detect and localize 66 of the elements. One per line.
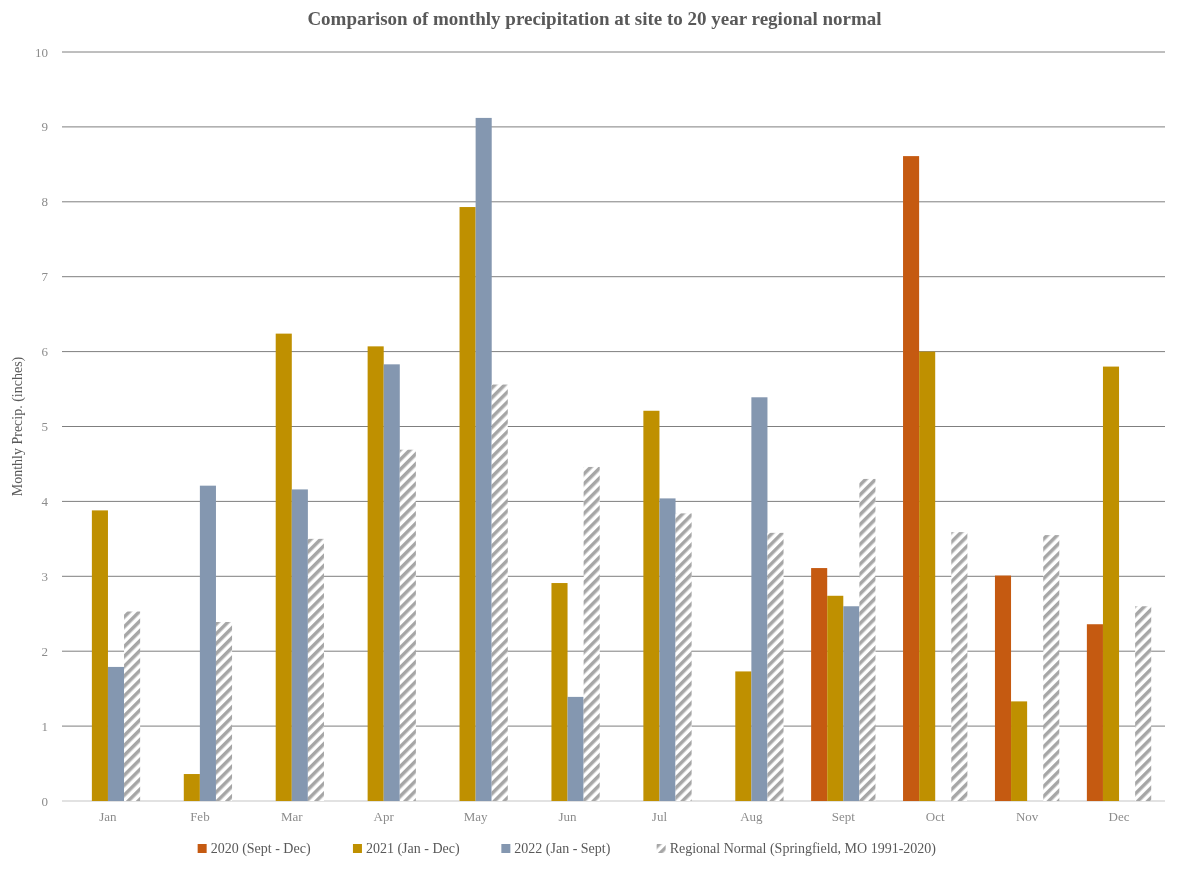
legend-label: 2020 (Sept - Dec) [210,841,311,858]
y-tick-label: 8 [41,194,48,210]
chart-title: Comparison of monthly precipitation at site to 20 year regional normal [307,8,882,29]
x-tick-label: Dec [1108,809,1130,824]
y-tick-label: 4 [41,493,49,509]
bar [124,611,141,801]
bar [903,156,920,801]
bar [643,410,660,801]
bar [859,478,876,801]
bar [659,498,676,801]
bar [1102,366,1120,801]
bar [491,384,508,801]
x-tick-label: Jul [651,809,668,824]
bar [551,583,568,801]
bar [183,774,200,801]
x-tick-label: Jun [558,809,578,824]
x-tick-label: Mar [280,809,304,824]
y-tick-label: 0 [41,793,48,809]
legend-label: 2022 (Jan - Sept) [514,841,611,858]
bar [735,671,752,801]
bar [811,568,828,801]
bar [399,449,416,801]
bar [951,532,968,801]
bar [475,117,492,801]
bar [307,538,324,801]
bar [1043,535,1060,801]
bar [1011,701,1028,801]
y-tick-label: 10 [35,44,48,60]
bar [367,346,384,801]
x-tick-label: Nov [1015,809,1039,824]
bar [199,485,216,801]
y-tick-label: 9 [41,119,48,135]
bar [383,364,400,801]
legend-label: 2021 (Jan - Dec) [365,841,460,858]
x-tick-label: Apr [373,809,395,824]
bar [459,207,476,801]
bar [1086,624,1103,801]
y-tick-label: 7 [41,269,49,285]
bar [1135,606,1152,801]
y-tick-label: 2 [41,643,48,659]
bar [827,595,844,801]
bar [91,510,108,801]
bar [291,489,308,801]
x-tick-label: Feb [190,809,210,824]
y-tick-label: 5 [41,419,48,435]
bar [994,575,1012,801]
bar [767,532,784,801]
bar [919,351,936,801]
bar [215,621,233,801]
x-tick-label: Jan [99,809,118,824]
bar [843,606,860,801]
bar [107,666,125,801]
x-tick-label: Sept [831,809,856,824]
y-axis-title: Monthly Precip. (inches) [10,356,26,497]
legend-label: Regional Normal (Springfield, MO 1991-2020) [669,841,937,858]
x-tick-label: Oct [925,809,945,824]
bar [275,333,292,801]
bar [751,397,768,801]
bar [675,513,692,801]
x-tick-label: May [463,809,489,824]
bar [567,696,584,801]
y-tick-label: 1 [41,718,48,734]
y-tick-label: 3 [41,568,48,584]
x-tick-label: Aug [740,809,764,824]
bar [583,466,600,801]
y-tick-label: 6 [41,344,49,360]
